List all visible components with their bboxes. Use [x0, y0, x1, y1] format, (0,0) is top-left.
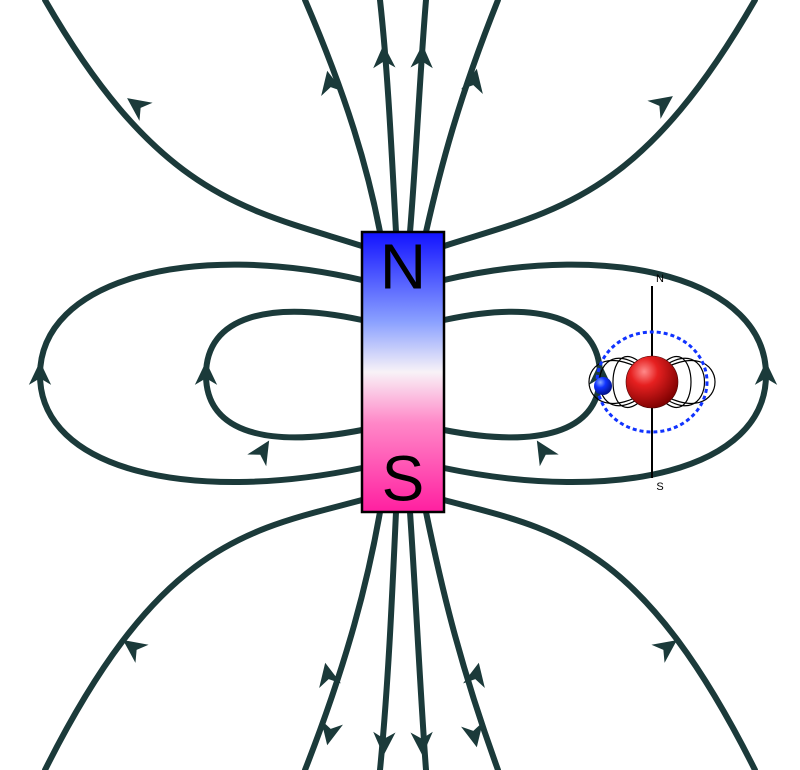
field-line — [380, 0, 396, 232]
field-line — [45, 500, 362, 770]
field-line — [444, 312, 600, 438]
field-line — [410, 512, 426, 770]
field-line — [45, 0, 362, 246]
magnetic-field-diagram: N S N S — [0, 0, 800, 770]
inset-south-label: S — [656, 481, 663, 493]
field-line — [410, 0, 426, 232]
inset-sphere — [626, 356, 678, 408]
arrowhead-icon — [247, 435, 278, 467]
field-line — [444, 0, 755, 246]
field-line — [206, 312, 362, 438]
inset-small-sphere — [594, 377, 612, 395]
bar-magnet: N S — [362, 230, 444, 514]
inset-north-label: N — [656, 273, 664, 285]
north-pole-label: N — [380, 230, 426, 302]
field-line — [426, 512, 498, 770]
field-line — [305, 0, 380, 232]
field-line — [426, 0, 498, 232]
arrowhead-icon — [651, 631, 683, 663]
field-line — [380, 512, 396, 770]
arrowhead-icon — [527, 435, 558, 467]
field-line — [444, 500, 755, 770]
south-pole-label: S — [382, 442, 425, 514]
field-line — [305, 512, 380, 770]
